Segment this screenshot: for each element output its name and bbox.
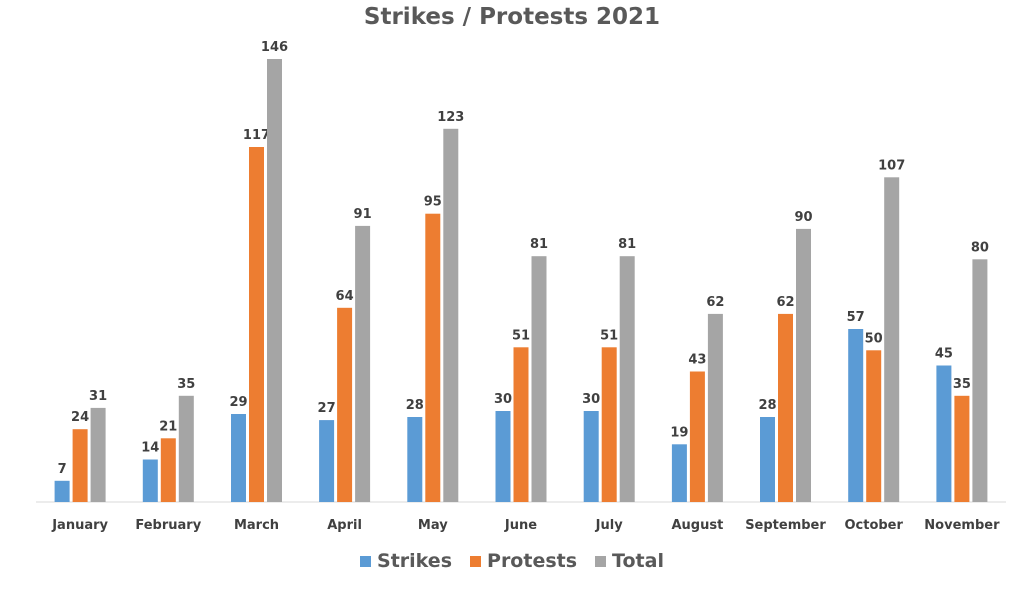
bar-total-february bbox=[178, 395, 194, 502]
data-label-protests-june: 51 bbox=[512, 328, 530, 343]
legend-item-strikes: Strikes bbox=[360, 550, 452, 572]
bar-total-january bbox=[90, 407, 106, 502]
data-label-strikes-april: 27 bbox=[318, 401, 336, 416]
x-tick-label-january: January bbox=[51, 518, 108, 533]
bar-protests-july bbox=[601, 347, 617, 502]
data-label-total-august: 62 bbox=[706, 295, 724, 310]
bar-protests-october bbox=[866, 350, 882, 502]
data-label-protests-may: 95 bbox=[424, 195, 442, 210]
bar-total-march bbox=[267, 59, 282, 502]
bar-total-october bbox=[884, 177, 900, 503]
data-label-total-january: 31 bbox=[89, 389, 107, 404]
bar-total-may bbox=[443, 128, 459, 503]
bar-total-august bbox=[707, 313, 723, 502]
x-tick-label-april: April bbox=[327, 518, 362, 533]
x-tick-label-september: September bbox=[745, 518, 826, 533]
data-label-protests-march: 117 bbox=[243, 128, 270, 143]
x-tick-label-march: March bbox=[234, 518, 279, 533]
bar-total-april bbox=[355, 225, 371, 502]
legend-swatch-total bbox=[595, 555, 607, 567]
legend-label-total: Total bbox=[612, 550, 664, 572]
data-label-strikes-november: 45 bbox=[935, 347, 953, 362]
data-label-strikes-february: 14 bbox=[141, 441, 159, 456]
data-label-total-june: 81 bbox=[530, 237, 548, 252]
bar-strikes-august bbox=[671, 444, 687, 502]
bar-strikes-november bbox=[936, 365, 952, 502]
x-tick-label-june: June bbox=[504, 518, 537, 533]
legend-item-protests: Protests bbox=[470, 550, 577, 572]
bar-protests-march bbox=[249, 147, 264, 502]
bar-protests-april bbox=[337, 307, 353, 502]
bar-total-september bbox=[796, 228, 811, 502]
data-label-protests-october: 50 bbox=[865, 331, 883, 346]
bar-strikes-january bbox=[54, 480, 70, 502]
data-label-strikes-july: 30 bbox=[582, 392, 600, 407]
data-label-strikes-august: 19 bbox=[670, 425, 688, 440]
legend-label-protests: Protests bbox=[487, 550, 578, 572]
x-tick-label-august: August bbox=[671, 518, 723, 533]
data-label-protests-april: 64 bbox=[336, 289, 354, 304]
bar-strikes-april bbox=[319, 420, 335, 502]
bar-protests-june bbox=[513, 347, 529, 502]
data-label-total-july: 81 bbox=[618, 237, 636, 252]
bar-protests-february bbox=[160, 438, 176, 502]
bar-strikes-september bbox=[760, 417, 775, 502]
data-label-strikes-march: 29 bbox=[229, 395, 247, 410]
data-label-total-may: 123 bbox=[437, 110, 464, 125]
legend: Strikes Protests Total bbox=[0, 544, 1024, 578]
data-label-total-april: 91 bbox=[354, 207, 372, 222]
data-label-strikes-september: 28 bbox=[758, 398, 776, 413]
bar-total-july bbox=[619, 256, 635, 502]
data-label-protests-july: 51 bbox=[600, 328, 618, 343]
x-tick-label-may: May bbox=[418, 518, 448, 533]
data-label-strikes-june: 30 bbox=[494, 392, 512, 407]
data-label-strikes-may: 28 bbox=[406, 398, 424, 413]
bar-total-november bbox=[972, 259, 988, 502]
x-tick-label-october: October bbox=[844, 518, 903, 533]
data-label-total-september: 90 bbox=[794, 210, 812, 225]
x-tick-label-july: July bbox=[595, 518, 624, 533]
legend-swatch-protests bbox=[470, 555, 482, 567]
data-label-total-february: 35 bbox=[177, 377, 195, 392]
legend-item-total: Total bbox=[595, 550, 664, 572]
bar-protests-november bbox=[954, 395, 970, 502]
x-tick-label-november: November bbox=[924, 518, 1000, 533]
data-label-strikes-january: 7 bbox=[58, 462, 67, 477]
data-label-protests-september: 62 bbox=[776, 295, 794, 310]
bar-strikes-may bbox=[407, 417, 423, 502]
data-label-protests-january: 24 bbox=[71, 410, 89, 425]
bar-protests-august bbox=[689, 371, 705, 502]
bar-strikes-march bbox=[231, 414, 246, 502]
data-label-protests-november: 35 bbox=[953, 377, 971, 392]
data-label-protests-august: 43 bbox=[688, 353, 706, 368]
bar-total-june bbox=[531, 256, 547, 502]
data-label-total-october: 107 bbox=[878, 158, 905, 173]
bar-strikes-july bbox=[583, 411, 599, 502]
bar-strikes-february bbox=[142, 459, 158, 502]
legend-label-strikes: Strikes bbox=[377, 550, 453, 572]
chart-title: Strikes / Protests 2021 bbox=[363, 4, 661, 30]
bar-protests-may bbox=[425, 213, 441, 502]
bar-strikes-october bbox=[848, 329, 864, 502]
data-label-total-march: 146 bbox=[261, 40, 288, 55]
data-label-protests-february: 21 bbox=[159, 419, 177, 434]
legend-swatch-strikes bbox=[360, 555, 372, 567]
data-label-strikes-october: 57 bbox=[847, 310, 865, 325]
data-label-total-november: 80 bbox=[971, 240, 989, 255]
bar-protests-september bbox=[778, 313, 793, 502]
bar-strikes-june bbox=[495, 411, 511, 502]
bar-protests-january bbox=[72, 429, 88, 502]
x-tick-label-february: February bbox=[135, 518, 201, 533]
